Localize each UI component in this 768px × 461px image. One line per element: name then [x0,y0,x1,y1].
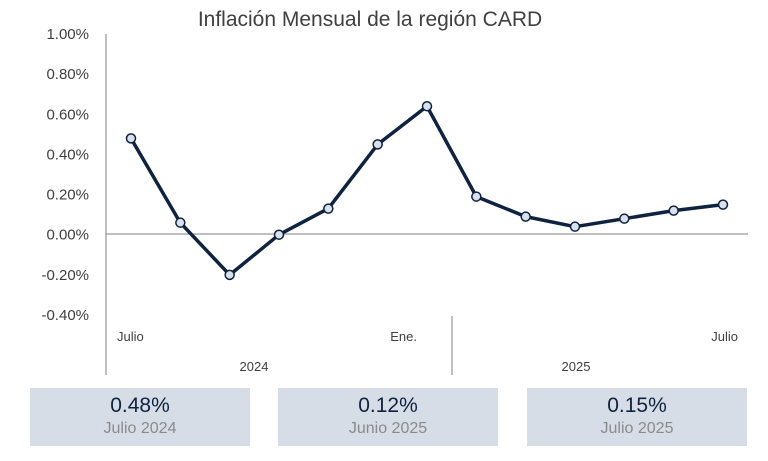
data-point [372,139,383,150]
data-point [125,133,137,144]
data-point [520,211,531,222]
card-value: 0.12% [358,394,418,417]
x-tick-label: Ene. [390,329,417,344]
card-value: 0.15% [607,394,667,417]
y-tick-label: 0.60% [46,106,89,123]
inflation-series-line [129,104,724,277]
summary-card-july-2024: 0.48% Julio 2024 [30,388,250,446]
x-tick-label: Julio [117,329,144,344]
data-point [668,205,679,216]
data-point [323,203,334,214]
data-point [471,191,482,202]
y-tick-label: 1.00% [46,26,89,43]
chart-title: Inflación Mensual de la región CARD [198,8,542,31]
data-point [273,229,285,240]
y-tick-label: 0.20% [46,187,89,204]
summary-card-june-2025: 0.12% Junio 2025 [278,388,498,446]
data-point [224,269,235,281]
data-point [619,213,630,224]
year-label: 2024 [240,359,269,374]
data-point [717,199,729,210]
y-tick-label: 0.80% [46,66,89,83]
data-point [421,101,433,112]
y-tick-label: -0.40% [41,307,89,324]
summary-cards: 0.48% Julio 2024 0.12% Junio 2025 0.15% … [30,388,748,446]
y-tick-label: -0.20% [41,267,89,284]
y-tick-label: 0.40% [46,146,89,163]
y-tick-label: 0.00% [46,227,89,244]
summary-card-july-2025: 0.15% Julio 2025 [527,388,747,446]
data-point [569,221,581,232]
x-tick-label: Julio [711,329,738,344]
card-label: Julio 2025 [600,420,674,437]
card-value: 0.48% [110,394,170,417]
card-label: Junio 2025 [348,420,428,437]
year-label: 2025 [562,359,591,374]
monthly-inflation-chart: Inflación Mensual de la región CARD 1.00… [41,8,748,375]
card-label: Julio 2024 [103,420,177,437]
data-point [175,217,186,228]
